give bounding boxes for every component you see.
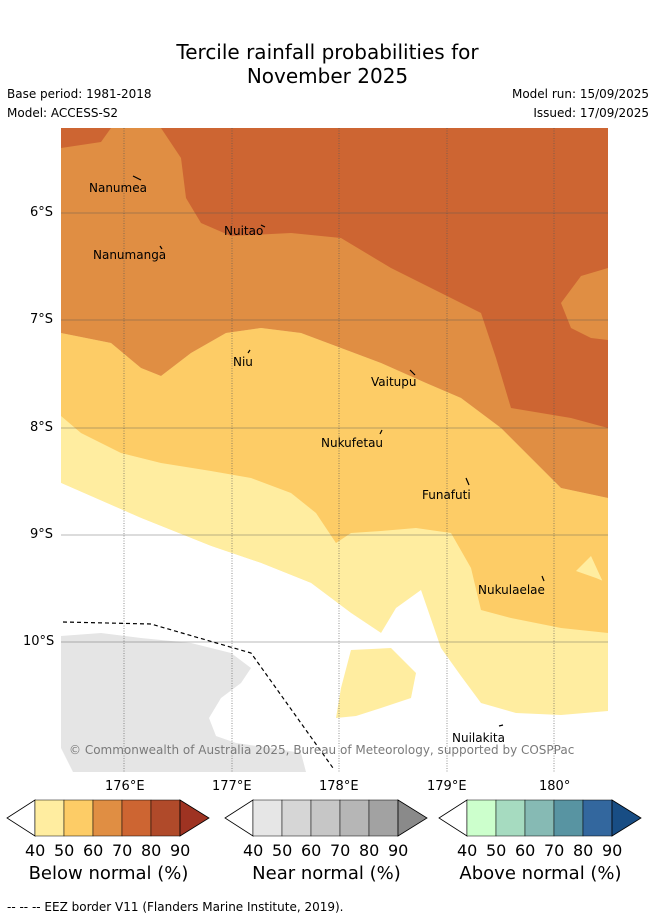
cb-tick: 70 [330,841,351,860]
title-line-2: November 2025 [246,64,409,88]
lon-label-180: 180° [539,779,571,794]
colorbar-title: Near normal (%) [252,863,401,884]
colorbar-swatch [582,799,613,837]
lon-label-176e: 176°E [105,779,145,794]
place-label: Nuilakita [452,731,505,745]
lon-label-179e: 179°E [427,779,467,794]
lon-label-178e: 178°E [319,779,359,794]
lat-label-9s: 9°S [30,527,54,542]
cb-tick: 60 [83,841,104,860]
colorbar-swatch [92,799,123,837]
cb-tick: 40 [457,841,478,860]
place-label: Vaitupu [371,375,417,389]
colorbar-swatch [368,799,399,837]
model-run: Model run: 15/09/2025 [511,87,649,101]
cb-tick: 70 [112,841,133,860]
extend-min [224,799,254,837]
cb-tick: 90 [388,841,409,860]
zone-below-70-80-corner [61,128,111,148]
colorbar-swatch [121,799,152,837]
base-period: Base period: 1981-2018 [7,87,152,101]
copyright-notice: © Commonwealth of Australia 2025, Bureau… [69,743,575,757]
colorbar-swatch [252,799,283,837]
eez-footnote: -- -- -- EEZ border V11 (Flanders Marine… [7,900,344,914]
cb-tick: 80 [141,841,162,860]
extend-max [611,799,642,837]
colorbar-near-normal: 40 50 60 70 80 90 Near normal (%) [224,799,429,899]
cb-tick: 80 [573,841,594,860]
cb-tick: 70 [544,841,565,860]
place-label: Nanumea [89,181,147,195]
cb-tick: 40 [243,841,264,860]
place-label: Funafuti [422,488,471,502]
lat-label-8s: 8°S [30,420,54,435]
zone-below-40-50-patch [336,648,416,718]
place-label: Niu [233,355,253,369]
colorbar-swatch [34,799,65,837]
lon-label-177e: 177°E [212,779,252,794]
colorbar-swatch [150,799,181,837]
colorbar-below-normal: 40 50 60 70 80 90 Below normal (%) [6,799,211,899]
lat-label-7s: 7°S [30,312,54,327]
colorbar-above-normal-swatches [438,799,642,837]
lat-label-10s: 10°S [23,634,55,649]
island-marks [132,175,545,727]
colorbar-swatch [553,799,584,837]
cb-tick: 50 [272,841,293,860]
cb-tick: 40 [25,841,46,860]
latitude-lines [61,212,608,643]
cb-tick: 50 [486,841,507,860]
cb-tick: 90 [602,841,623,860]
place-label: Nanumanga [93,248,167,262]
colorbar-below-normal-swatches [6,799,210,837]
colorbar-swatch [281,799,312,837]
lat-label-6s: 6°S [30,205,54,220]
probability-map [61,128,608,772]
cb-tick: 60 [301,841,322,860]
colorbar-swatch [524,799,555,837]
colorbar-swatch [495,799,526,837]
zone-below-70-80 [161,128,608,428]
colorbar-swatch [466,799,497,837]
cb-tick: 50 [54,841,75,860]
extend-max [397,799,428,837]
place-label: Nukufetau [321,436,384,450]
cb-tick: 60 [515,841,536,860]
extend-min [6,799,36,837]
cb-tick: 80 [359,841,380,860]
place-label: Nukulaelae [478,583,545,597]
colorbar-title: Above normal (%) [459,863,622,884]
colorbar-swatch [339,799,370,837]
extend-max [179,799,210,837]
title-line-1: Tercile rainfall probabilities for [176,40,479,64]
map-title: Tercile rainfall probabilities for Novem… [0,40,655,88]
colorbar-swatch [63,799,94,837]
colorbar-title: Below normal (%) [28,863,189,884]
extend-min [438,799,468,837]
model-name: Model: ACCESS-S2 [7,106,119,120]
colorbar-swatch [310,799,341,837]
issued-date: Issued: 17/09/2025 [533,106,649,120]
eez-border [62,621,334,769]
cb-tick: 90 [170,841,191,860]
colorbar-above-normal: 40 50 60 70 80 90 Above normal (%) [438,799,643,899]
colorbar-near-normal-swatches [224,799,428,837]
zone-below-50-60 [61,328,608,633]
place-label: Nuitao [224,224,264,238]
zone-near-normal-grey [61,633,306,772]
